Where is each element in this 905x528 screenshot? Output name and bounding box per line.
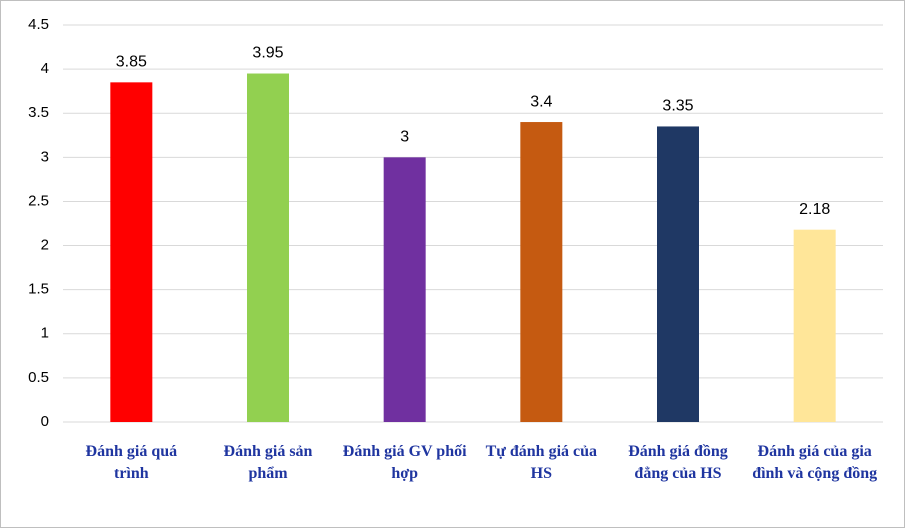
x-tick-label: Đánh giá sản phẩm	[223, 443, 313, 482]
y-tick-label: 2	[41, 237, 49, 254]
y-tick-label: 3.5	[28, 104, 49, 121]
x-tick-label: Đánh giá của gia đình và cộng đồng	[752, 443, 878, 482]
x-tick-label: Đánh giá đồng đẳng của HS	[628, 443, 728, 482]
y-tick-label: 4.5	[28, 16, 49, 33]
bar	[247, 73, 289, 423]
x-tick-label: Tự đánh giá của HS	[485, 443, 598, 482]
y-tick-label: 0	[41, 413, 49, 430]
value-label: 3.4	[530, 93, 552, 110]
value-label: 3.85	[116, 54, 147, 71]
y-tick-label: 1.5	[28, 281, 49, 298]
y-tick-label: 2.5	[28, 192, 49, 209]
y-tick-label: 1	[41, 325, 49, 342]
y-tick-label: 4	[41, 60, 49, 77]
y-tick-label: 0.5	[28, 369, 49, 386]
x-tick-label: Đánh giá quá trình	[85, 443, 178, 482]
bar	[383, 157, 426, 423]
bar	[110, 82, 153, 422]
bar	[793, 229, 836, 422]
value-label: 3	[400, 129, 409, 146]
x-tick-label: Đánh giá GV phối hợp	[342, 443, 467, 482]
y-tick-label: 3	[41, 148, 49, 165]
bar	[657, 126, 699, 422]
bar	[520, 122, 563, 423]
value-label: 3.35	[662, 98, 693, 115]
value-label: 3.95	[252, 45, 283, 62]
value-label: 2.18	[799, 201, 830, 218]
